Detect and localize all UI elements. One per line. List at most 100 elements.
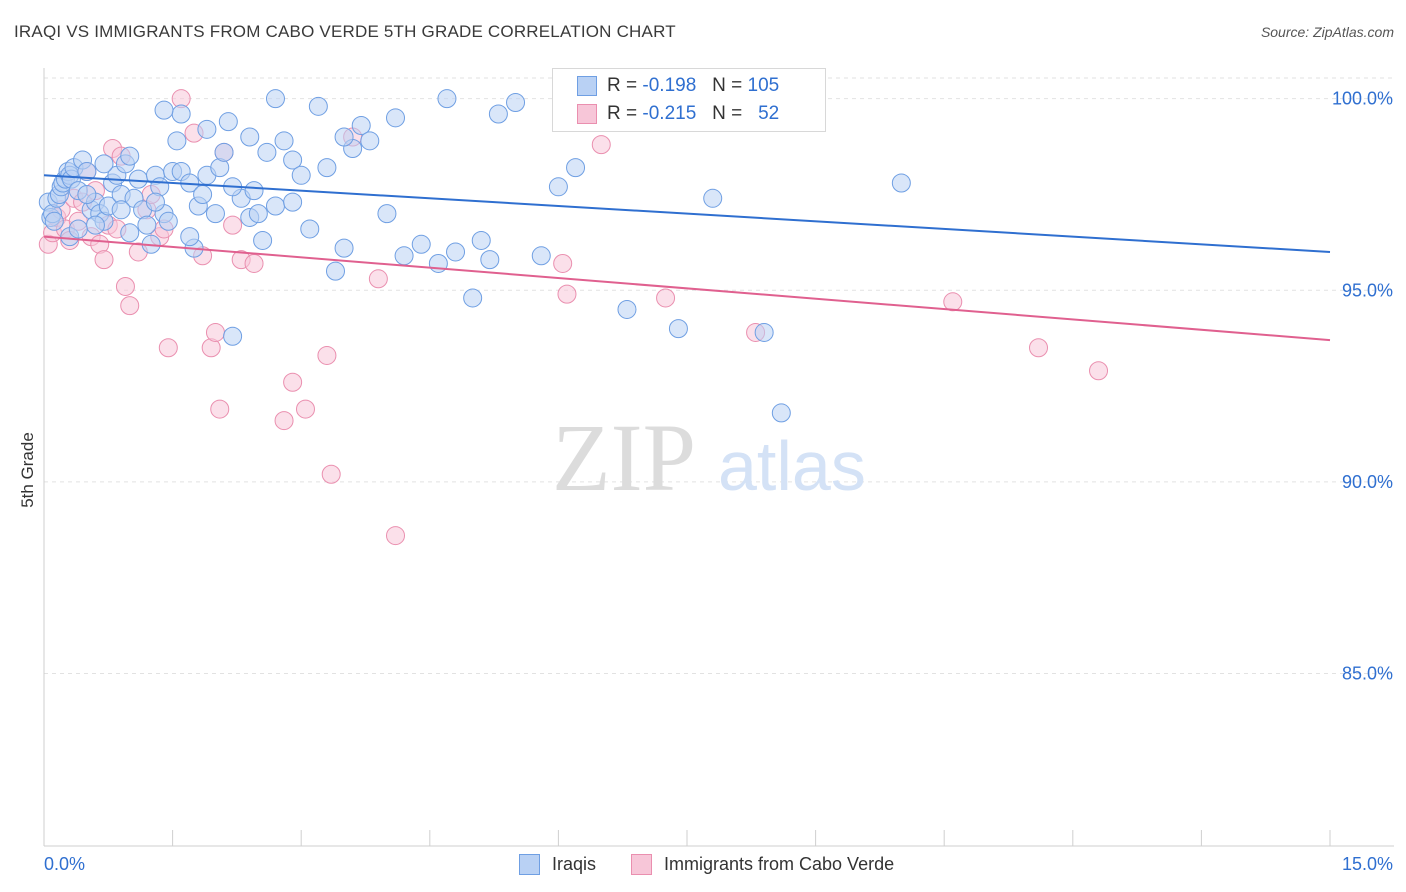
data-point-iraqis [506, 92, 526, 112]
data-point-iraqis [85, 215, 105, 235]
data-point-iraqis [68, 219, 88, 239]
bottom-legend-label-iraqis: Iraqis [552, 853, 597, 874]
chart-title: IRAQI VS IMMIGRANTS FROM CABO VERDE 5TH … [14, 22, 676, 41]
data-point-iraqis [771, 403, 791, 423]
data-point-cabo-verde [386, 526, 406, 546]
bottom-legend-swatch-iraqis [519, 853, 540, 875]
data-point-iraqis [488, 104, 508, 124]
data-point-cabo-verde [368, 269, 388, 289]
data-point-cabo-verde [591, 135, 611, 155]
data-point-iraqis [360, 131, 380, 151]
data-point-iraqis [703, 188, 723, 208]
data-point-iraqis [891, 173, 911, 193]
data-point-iraqis [291, 165, 311, 185]
legend-n-value: 52 [758, 103, 780, 124]
data-point-iraqis [480, 250, 500, 270]
data-point-iraqis [754, 322, 774, 342]
grid-lines [44, 77, 1394, 675]
data-point-iraqis [223, 326, 243, 346]
data-point-iraqis [257, 142, 277, 162]
data-point-iraqis [120, 146, 140, 166]
data-point-iraqis [668, 319, 688, 339]
bottom-legend-label-cabo-verde: Immigrants from Cabo Verde [664, 853, 895, 874]
trend-lines [43, 174, 1331, 342]
data-point-iraqis [283, 150, 303, 170]
y-axis-label: 5th Grade [18, 432, 37, 508]
data-point-iraqis [248, 204, 268, 224]
data-point-iraqis [411, 234, 431, 254]
trend-line-cabo-verde [43, 235, 1331, 342]
data-point-cabo-verde [295, 399, 315, 419]
data-point-cabo-verde [943, 292, 963, 312]
data-point-iraqis [317, 158, 337, 178]
source-label: Source: ZipAtlas.com [1260, 24, 1394, 40]
data-point-iraqis [167, 131, 187, 151]
data-point-iraqis [193, 184, 213, 204]
data-point-iraqis [77, 184, 97, 204]
y-tick-label: 100.0% [1332, 89, 1393, 109]
legend-r-label: R = [607, 103, 638, 124]
legend-n-label: N = [712, 75, 743, 96]
y-tick-label: 85.0% [1342, 664, 1393, 684]
data-point-iraqis [111, 200, 131, 220]
data-point-cabo-verde [1029, 338, 1049, 358]
data-point-cabo-verde [274, 411, 294, 431]
data-point-iraqis [128, 169, 148, 189]
legend-swatch-iraqis [577, 76, 597, 96]
data-point-iraqis [334, 238, 354, 258]
data-point-iraqis [617, 299, 637, 319]
data-point-iraqis [218, 112, 238, 132]
data-point-iraqis [77, 161, 97, 181]
data-point-iraqis [300, 219, 320, 239]
data-point-iraqis [240, 127, 260, 147]
data-point-cabo-verde [553, 253, 573, 273]
x-tick-label: 15.0% [1342, 854, 1393, 874]
x-ticks [43, 830, 1331, 846]
data-point-iraqis [386, 108, 406, 128]
data-point-cabo-verde [158, 338, 178, 358]
data-point-iraqis [351, 115, 371, 135]
x-tick-labels: 0.0% 15.0% [44, 854, 1393, 874]
data-point-cabo-verde [321, 464, 341, 484]
legend-n-label: N = [712, 103, 743, 124]
trend-line-iraqis [43, 174, 1331, 253]
data-point-iraqis [463, 288, 483, 308]
data-point-iraqis [471, 230, 491, 250]
bottom-legend-swatch-cabo-verde [631, 853, 652, 875]
data-point-iraqis [120, 223, 140, 243]
legend-r-value: -0.215 [642, 103, 697, 124]
data-point-cabo-verde [115, 276, 135, 296]
data-point-iraqis [377, 204, 397, 224]
data-point-iraqis [334, 127, 354, 147]
data-point-iraqis [274, 131, 294, 151]
x-tick-label: 0.0% [44, 854, 85, 874]
data-point-cabo-verde [244, 253, 264, 273]
data-point-cabo-verde [210, 399, 230, 419]
data-point-iraqis [180, 227, 200, 247]
data-point-iraqis [308, 96, 328, 116]
legend-row-cabo-verde: R = -0.215 N = 52 [577, 102, 779, 126]
data-point-iraqis [325, 261, 345, 281]
data-point-iraqis [244, 181, 264, 201]
data-point-iraqis [253, 230, 273, 250]
bottom-legend-iraqis: Iraqis [519, 852, 596, 876]
y-tick-label: 95.0% [1342, 280, 1393, 300]
data-point-cabo-verde [317, 345, 337, 365]
legend-r-value: -0.198 [642, 75, 697, 96]
data-point-iraqis [446, 242, 466, 262]
data-point-iraqis [145, 192, 165, 212]
legend-row-iraqis: R = -0.198 N = 105 [577, 74, 779, 98]
legend-n-value: 105 [747, 75, 780, 96]
data-point-iraqis [154, 100, 174, 120]
data-point-iraqis [437, 89, 457, 109]
y-tick-label: 90.0% [1342, 472, 1393, 492]
y-tick-labels: 100.0% 95.0% 90.0% 85.0% [1332, 89, 1393, 684]
data-point-iraqis [566, 158, 586, 178]
data-point-cabo-verde [120, 296, 140, 316]
data-point-iraqis [44, 211, 64, 231]
data-point-iraqis [531, 246, 551, 266]
series-iraqis-points [38, 89, 911, 423]
watermark-zip: ZIP [552, 404, 696, 511]
data-point-iraqis [265, 89, 285, 109]
